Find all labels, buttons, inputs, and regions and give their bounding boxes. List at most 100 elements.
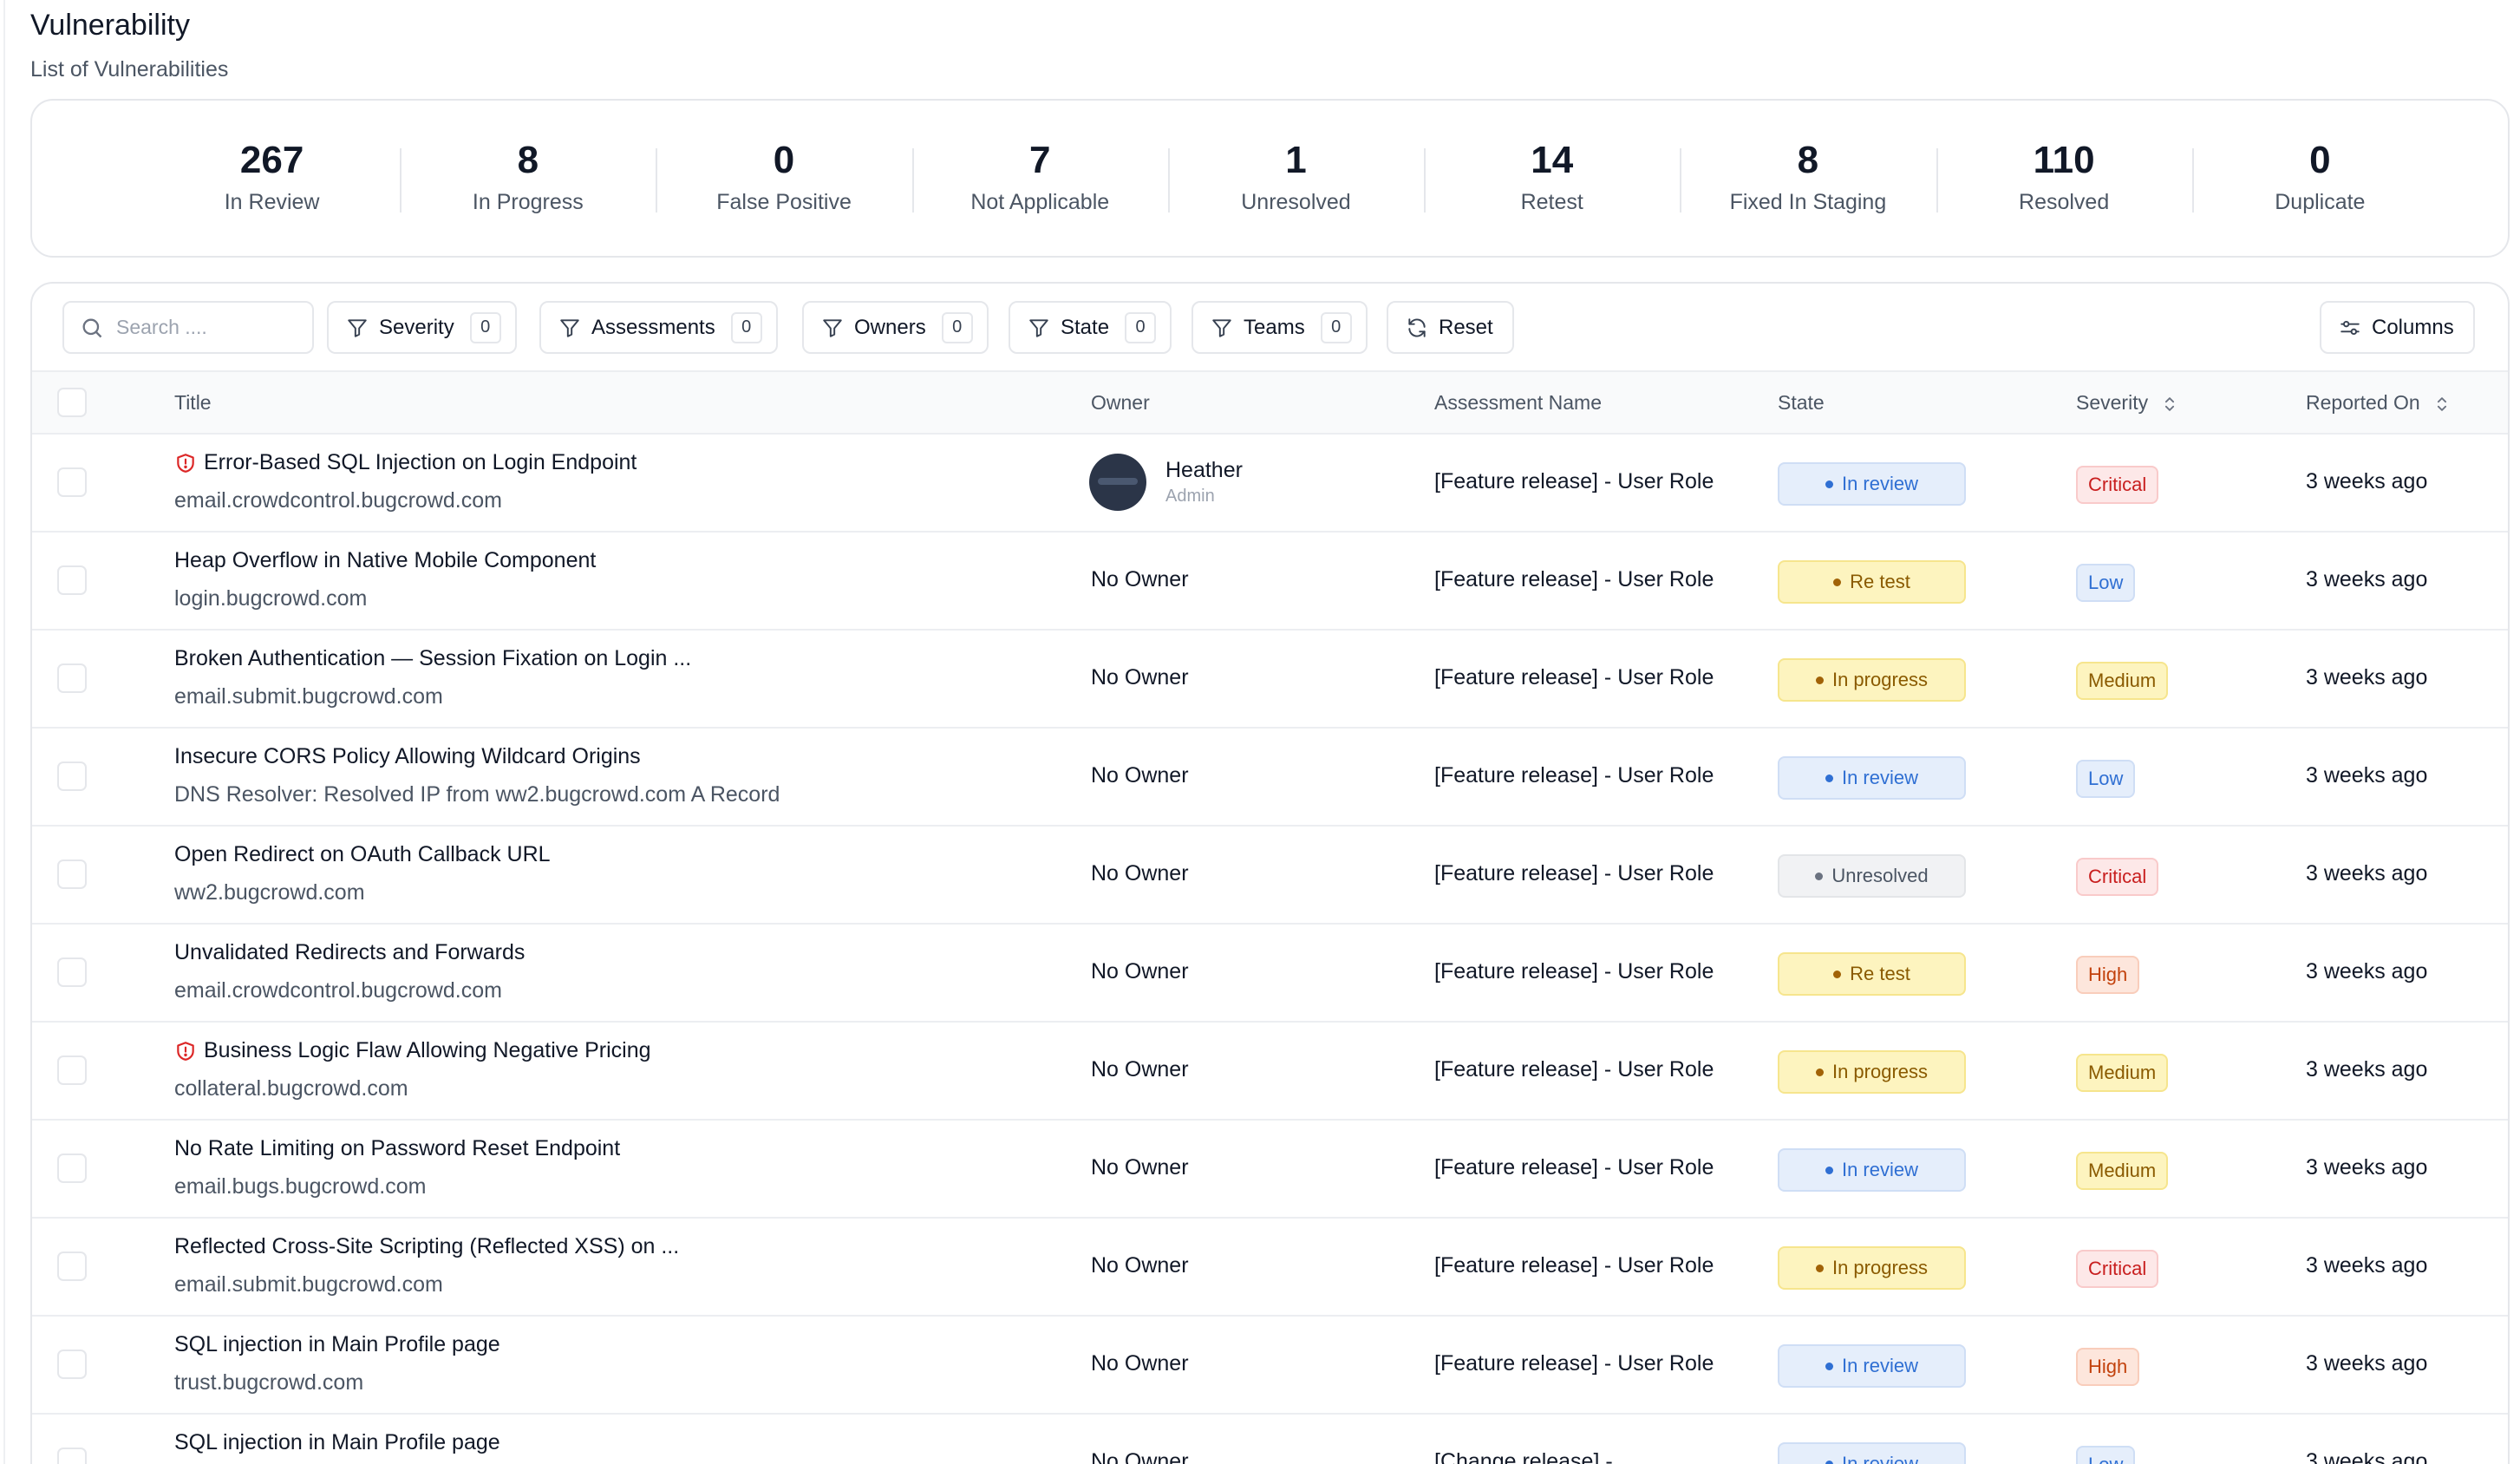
filter-count-badge: 0 (1320, 311, 1352, 343)
search-box[interactable] (62, 301, 314, 354)
status-dot (1815, 872, 1824, 880)
owner-cell[interactable]: No Owner (1091, 665, 1189, 690)
table-row[interactable]: SQL injection in Main Profile page trust.… (32, 1317, 2508, 1415)
stat-unresolved[interactable]: 1 Unresolved (1167, 101, 1424, 259)
sort-icon[interactable] (2436, 395, 2448, 414)
vulnerability-title[interactable]: SQL injection in Main Profile page (174, 1332, 500, 1357)
filter-icon (823, 318, 842, 337)
row-checkbox[interactable] (57, 1448, 87, 1464)
vulnerability-title[interactable]: Insecure CORS Policy Allowing Wildcard O… (174, 744, 641, 769)
owner-cell[interactable]: Heather Admin (1089, 454, 1243, 511)
state-badge[interactable]: In progress (1778, 1246, 1966, 1290)
row-checkbox[interactable] (57, 957, 87, 987)
state-badge[interactable]: In review (1778, 756, 1966, 800)
vulnerability-title[interactable]: Open Redirect on OAuth Callback URL (174, 842, 551, 867)
vulnerability-title[interactable]: Heap Overflow in Native Mobile Component (174, 548, 596, 573)
filter-label: State (1061, 315, 1110, 339)
owner-cell[interactable]: No Owner (1091, 1155, 1189, 1180)
column-header-reported-on[interactable]: Reported On (2306, 372, 2448, 433)
stat-not-applicable[interactable]: 7 Not Applicable (911, 101, 1168, 259)
reported-on: 3 weeks ago (2306, 1155, 2428, 1180)
row-checkbox[interactable] (57, 467, 87, 497)
row-checkbox[interactable] (57, 1056, 87, 1085)
owner-cell[interactable]: No Owner (1091, 1449, 1189, 1464)
table-row[interactable]: Business Logic Flaw Allowing Negative Pr… (32, 1023, 2508, 1121)
vulnerability-title-text: Unvalidated Redirects and Forwards (174, 940, 526, 964)
column-header-severity[interactable]: Severity (2076, 372, 2176, 433)
vulnerability-title[interactable]: SQL injection in Main Profile page (174, 1430, 500, 1455)
severity-badge: High (2076, 956, 2140, 994)
state-badge[interactable]: Re test (1778, 560, 1966, 604)
filter-assessments-button[interactable]: Assessments 0 (539, 301, 778, 354)
owner-cell[interactable]: No Owner (1091, 1253, 1189, 1278)
state-label: In review (1841, 1355, 1919, 1376)
reported-on: 3 weeks ago (2306, 567, 2428, 591)
stat-false-positive[interactable]: 0 False Positive (656, 101, 911, 259)
vulnerability-title[interactable]: Business Logic Flaw Allowing Negative Pr… (174, 1038, 651, 1063)
owner-cell[interactable]: No Owner (1091, 861, 1189, 886)
table-row[interactable]: Unvalidated Redirects and Forwards email.… (32, 925, 2508, 1023)
table-row[interactable]: Open Redirect on OAuth Callback URL ww2.b… (32, 827, 2508, 925)
vulnerability-target: email.submit.bugcrowd.com (174, 684, 443, 709)
row-checkbox[interactable] (57, 1252, 87, 1281)
state-badge[interactable]: In progress (1778, 1050, 1966, 1094)
columns-button[interactable]: Columns (2320, 301, 2475, 354)
state-badge[interactable]: In review (1778, 1442, 1966, 1464)
row-checkbox[interactable] (57, 761, 87, 791)
table-row[interactable]: Insecure CORS Policy Allowing Wildcard O… (32, 729, 2508, 827)
reset-filters-button[interactable]: Reset (1387, 301, 1514, 354)
owner-cell[interactable]: No Owner (1091, 959, 1189, 984)
stat-retest[interactable]: 14 Retest (1424, 101, 1680, 259)
table-row[interactable]: Reflected Cross-Site Scripting (Reflecte… (32, 1219, 2508, 1317)
vulnerability-title[interactable]: Reflected Cross-Site Scripting (Reflecte… (174, 1234, 679, 1259)
row-checkbox[interactable] (57, 1154, 87, 1183)
owner-cell[interactable]: No Owner (1091, 1057, 1189, 1082)
vulnerability-title[interactable]: No Rate Limiting on Password Reset Endpo… (174, 1136, 620, 1161)
table-row[interactable]: No Rate Limiting on Password Reset Endpo… (32, 1121, 2508, 1219)
row-checkbox[interactable] (57, 565, 87, 595)
severity-badge: Critical (2076, 858, 2159, 896)
filter-icon (1212, 318, 1231, 337)
table-row[interactable]: Error-Based SQL Injection on Login Endpo… (32, 435, 2508, 533)
table-row[interactable]: Broken Authentication — Session Fixation… (32, 631, 2508, 729)
stat-duplicate[interactable]: 0 Duplicate (2191, 101, 2448, 259)
vulnerability-title[interactable]: Error-Based SQL Injection on Login Endpo… (174, 450, 637, 475)
sort-icon[interactable] (2164, 395, 2176, 414)
search-input[interactable] (116, 316, 290, 339)
filter-owners-button[interactable]: Owners 0 (802, 301, 989, 354)
state-badge[interactable]: Unresolved (1778, 854, 1966, 898)
filter-severity-button[interactable]: Severity 0 (327, 301, 517, 354)
stat-resolved[interactable]: 110 Resolved (1936, 101, 2192, 259)
table-toolbar: Severity 0 Assessments 0 Owners 0 State … (32, 284, 2508, 370)
stat-label: Not Applicable (970, 190, 1110, 214)
stat-in-review[interactable]: 267 In Review (144, 101, 400, 259)
reset-label: Reset (1439, 315, 1493, 339)
row-checkbox[interactable] (57, 663, 87, 693)
table-row[interactable]: SQL injection in Main Profile page No Own… (32, 1415, 2508, 1464)
stat-fixed-in-staging[interactable]: 8 Fixed In Staging (1680, 101, 1936, 259)
vulnerability-title[interactable]: Broken Authentication — Session Fixation… (174, 646, 691, 671)
owner-cell[interactable]: No Owner (1091, 763, 1189, 788)
filter-count-badge: 0 (1125, 311, 1157, 343)
row-checkbox[interactable] (57, 859, 87, 889)
stat-in-progress[interactable]: 8 In Progress (400, 101, 656, 259)
owner-cell[interactable]: No Owner (1091, 567, 1189, 591)
vulnerability-title[interactable]: Unvalidated Redirects and Forwards (174, 940, 525, 965)
vulnerability-target: DNS Resolver: Resolved IP from ww2.bugcr… (174, 782, 780, 807)
row-checkbox[interactable] (57, 1350, 87, 1379)
filter-state-button[interactable]: State 0 (1009, 301, 1172, 354)
owner-name: Heather (1165, 458, 1243, 482)
state-badge[interactable]: In progress (1778, 658, 1966, 702)
owner-cell[interactable]: No Owner (1091, 1351, 1189, 1376)
stat-value: 7 (1029, 139, 1051, 181)
select-all-checkbox[interactable] (57, 388, 87, 417)
state-badge[interactable]: In review (1778, 462, 1966, 506)
state-badge[interactable]: In review (1778, 1148, 1966, 1192)
table-row[interactable]: Heap Overflow in Native Mobile Component… (32, 533, 2508, 631)
state-badge[interactable]: In review (1778, 1344, 1966, 1388)
filter-teams-button[interactable]: Teams 0 (1191, 301, 1368, 354)
state-badge[interactable]: Re test (1778, 952, 1966, 996)
severity-badge: Medium (2076, 1152, 2169, 1190)
left-edge-divider (3, 0, 5, 1464)
